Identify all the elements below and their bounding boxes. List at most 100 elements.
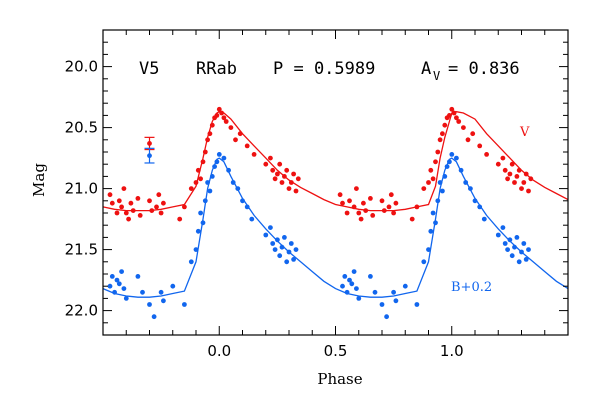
- data-point-b-12: [158, 289, 164, 295]
- data-point-v-46: [279, 180, 285, 185]
- data-point-v-6: [123, 210, 129, 216]
- data-point-b-55: [356, 296, 362, 301]
- data-point-v-74: [421, 186, 427, 192]
- data-point-b-1: [109, 274, 115, 279]
- data-point-v-32: [219, 110, 225, 116]
- data-point-v-62: [361, 200, 366, 206]
- data-point-b-23: [207, 188, 213, 194]
- data-point-v-54: [337, 192, 343, 198]
- data-point-b-30: [230, 180, 236, 185]
- data-point-b-80: [472, 198, 478, 204]
- data-point-b-67: [430, 210, 436, 216]
- data-point-v-61: [358, 216, 364, 222]
- data-point-v-52: [293, 188, 299, 194]
- data-point-b-5: [119, 269, 124, 274]
- x-tick-label-0: 0.0: [207, 342, 231, 360]
- data-point-b-81: [477, 204, 483, 210]
- data-point-v-45: [277, 161, 283, 167]
- data-point-b-79: [468, 186, 473, 192]
- data-point-v-107: [528, 176, 534, 182]
- data-point-v-41: [268, 155, 273, 161]
- data-point-v-30: [214, 113, 220, 118]
- data-point-b-92: [519, 249, 524, 255]
- data-point-b-9: [140, 289, 145, 295]
- data-point-b-44: [286, 249, 292, 255]
- data-point-v-2: [114, 210, 120, 216]
- data-point-b-69: [435, 198, 441, 204]
- data-point-v-76: [428, 167, 434, 173]
- data-point-b-87: [507, 237, 513, 243]
- y-tick-label-4: 22.0: [65, 302, 98, 320]
- data-point-b-61: [393, 298, 399, 304]
- error-bar-v: [144, 136, 155, 151]
- data-point-v-9: [130, 208, 136, 214]
- data-point-b-86: [505, 247, 510, 253]
- data-point-v-53: [295, 176, 301, 182]
- data-point-v-104: [521, 180, 527, 185]
- data-point-b-32: [240, 198, 245, 204]
- data-point-v-51: [291, 171, 296, 177]
- annotation-star: V5: [139, 59, 159, 79]
- data-point-v-73: [414, 204, 420, 210]
- data-point-v-40: [263, 161, 269, 167]
- data-point-v-44: [275, 171, 280, 177]
- data-point-v-87: [454, 115, 459, 121]
- data-point-b-35: [263, 232, 269, 238]
- data-point-b-27: [216, 152, 222, 157]
- data-point-b-11: [151, 314, 157, 320]
- data-point-b-63: [414, 302, 420, 307]
- data-point-v-24: [200, 159, 206, 165]
- data-point-b-2: [112, 289, 117, 295]
- data-point-b-75: [449, 152, 455, 157]
- data-point-v-101: [514, 174, 520, 179]
- data-point-b-34: [249, 216, 255, 222]
- data-point-v-95: [500, 155, 506, 161]
- data-point-b-38: [272, 247, 278, 253]
- data-point-v-31: [216, 106, 222, 112]
- error-bars: [144, 136, 155, 164]
- data-point-v-81: [440, 131, 445, 137]
- data-point-v-86: [451, 110, 457, 116]
- data-point-v-60: [356, 210, 362, 216]
- data-point-b-16: [188, 259, 194, 265]
- data-point-b-43: [284, 259, 290, 265]
- data-point-v-103: [519, 186, 524, 192]
- data-point-v-18: [177, 216, 183, 222]
- data-point-v-50: [288, 180, 294, 185]
- data-point-v-102: [516, 167, 522, 173]
- data-point-v-80: [437, 137, 443, 143]
- data-point-v-21: [193, 180, 199, 185]
- annotation-period: P = 0.5989: [273, 59, 375, 79]
- data-point-v-82: [442, 122, 448, 128]
- data-point-v-4: [119, 204, 124, 210]
- data-point-v-33: [221, 115, 227, 121]
- data-point-v-14: [154, 204, 159, 210]
- data-point-v-17: [161, 200, 166, 206]
- fit-curves: [102, 111, 569, 298]
- data-point-b-10: [147, 302, 152, 307]
- data-point-b-14: [170, 283, 176, 289]
- data-point-b-73: [444, 164, 450, 170]
- data-point-v-90: [465, 137, 471, 143]
- data-point-b-70: [437, 180, 443, 185]
- annotation-type: RRab: [196, 59, 237, 79]
- data-point-v-42: [270, 167, 276, 173]
- y-tick-label-1: 20.5: [65, 119, 98, 137]
- data-point-v-23: [198, 176, 204, 182]
- data-point-v-56: [344, 210, 350, 216]
- x-tick-label-2: 1.0: [440, 342, 464, 360]
- data-point-v-67: [381, 208, 387, 214]
- data-point-b-91: [516, 259, 522, 265]
- data-point-b-54: [354, 286, 359, 291]
- data-point-b-33: [244, 204, 250, 210]
- data-point-v-48: [284, 167, 290, 173]
- data-point-v-3: [116, 198, 122, 204]
- data-point-b-42: [282, 235, 287, 240]
- data-point-v-98: [507, 171, 513, 177]
- data-point-v-88: [456, 119, 462, 124]
- data-point-b-41: [279, 244, 285, 250]
- data-point-v-105: [523, 171, 529, 177]
- data-point-v-57: [347, 198, 352, 204]
- data-point-b-36: [268, 225, 273, 231]
